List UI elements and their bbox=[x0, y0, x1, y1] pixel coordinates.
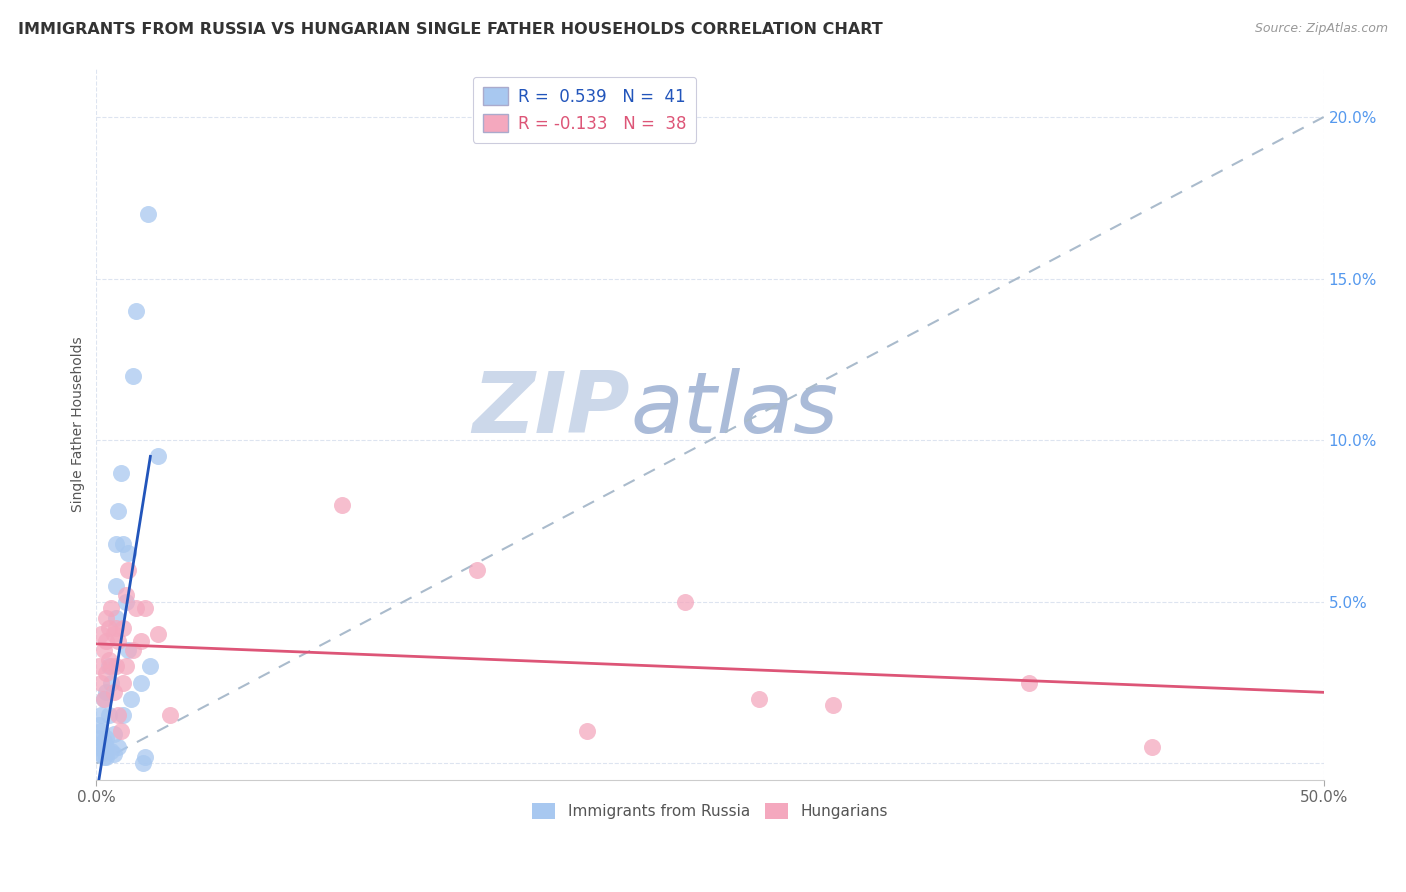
Point bbox=[87, 717, 110, 731]
Point bbox=[93, 743, 115, 757]
Point bbox=[93, 734, 115, 748]
Point bbox=[104, 536, 127, 550]
Point bbox=[110, 724, 132, 739]
Point bbox=[107, 633, 129, 648]
Point bbox=[134, 601, 156, 615]
Point bbox=[100, 675, 122, 690]
Point bbox=[114, 659, 136, 673]
Point bbox=[117, 643, 139, 657]
Point bbox=[124, 601, 146, 615]
Point bbox=[90, 675, 112, 690]
Point bbox=[103, 747, 125, 761]
Point bbox=[120, 691, 142, 706]
Point bbox=[96, 665, 118, 680]
Point bbox=[97, 653, 120, 667]
Point bbox=[104, 579, 127, 593]
Text: Source: ZipAtlas.com: Source: ZipAtlas.com bbox=[1254, 22, 1388, 36]
Point bbox=[87, 740, 110, 755]
Point bbox=[87, 731, 110, 745]
Point bbox=[112, 675, 135, 690]
Point bbox=[117, 562, 139, 576]
Point bbox=[114, 588, 136, 602]
Point bbox=[96, 731, 118, 745]
Y-axis label: Single Father Households: Single Father Households bbox=[72, 336, 86, 512]
Point bbox=[96, 611, 118, 625]
Point bbox=[330, 498, 353, 512]
Point bbox=[139, 659, 162, 673]
Text: IMMIGRANTS FROM RUSSIA VS HUNGARIAN SINGLE FATHER HOUSEHOLDS CORRELATION CHART: IMMIGRANTS FROM RUSSIA VS HUNGARIAN SING… bbox=[18, 22, 883, 37]
Point bbox=[87, 659, 110, 673]
Point bbox=[107, 504, 129, 518]
Point bbox=[112, 708, 135, 723]
Point bbox=[93, 750, 115, 764]
Point bbox=[117, 546, 139, 560]
Text: atlas: atlas bbox=[630, 368, 838, 451]
Legend: Immigrants from Russia, Hungarians: Immigrants from Russia, Hungarians bbox=[526, 797, 894, 825]
Point bbox=[159, 708, 181, 723]
Point bbox=[576, 724, 599, 739]
Point bbox=[90, 737, 112, 751]
Point bbox=[90, 747, 112, 761]
Point bbox=[103, 727, 125, 741]
Point bbox=[107, 740, 129, 755]
Text: ZIP: ZIP bbox=[472, 368, 630, 451]
Point bbox=[146, 450, 169, 464]
Point bbox=[103, 685, 125, 699]
Point bbox=[675, 595, 697, 609]
Point bbox=[104, 659, 127, 673]
Point bbox=[90, 708, 112, 723]
Point bbox=[1140, 740, 1163, 755]
Point bbox=[90, 724, 112, 739]
Point bbox=[103, 627, 125, 641]
Point bbox=[465, 562, 488, 576]
Point bbox=[96, 750, 118, 764]
Point bbox=[96, 740, 118, 755]
Point bbox=[97, 708, 120, 723]
Point bbox=[132, 756, 155, 771]
Point bbox=[100, 601, 122, 615]
Point bbox=[112, 536, 135, 550]
Point bbox=[96, 633, 118, 648]
Point bbox=[90, 627, 112, 641]
Point bbox=[100, 659, 122, 673]
Point bbox=[107, 708, 129, 723]
Point bbox=[93, 691, 115, 706]
Point bbox=[110, 466, 132, 480]
Point bbox=[112, 621, 135, 635]
Point bbox=[748, 691, 770, 706]
Point bbox=[122, 643, 145, 657]
Point bbox=[96, 685, 118, 699]
Point bbox=[136, 207, 159, 221]
Point bbox=[122, 368, 145, 383]
Point bbox=[146, 627, 169, 641]
Point bbox=[93, 691, 115, 706]
Point bbox=[93, 643, 115, 657]
Point bbox=[1018, 675, 1040, 690]
Point bbox=[129, 675, 152, 690]
Point bbox=[114, 595, 136, 609]
Point bbox=[821, 698, 844, 713]
Point bbox=[134, 750, 156, 764]
Point bbox=[129, 633, 152, 648]
Point bbox=[104, 611, 127, 625]
Point bbox=[100, 743, 122, 757]
Point bbox=[97, 659, 120, 673]
Point bbox=[97, 621, 120, 635]
Point bbox=[124, 304, 146, 318]
Point bbox=[104, 621, 127, 635]
